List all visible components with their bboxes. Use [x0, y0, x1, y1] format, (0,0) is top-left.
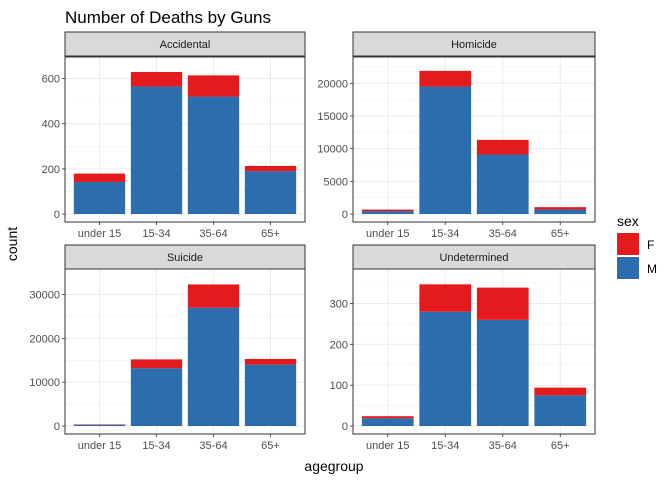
y-tick-label: 20000 [29, 333, 60, 345]
y-tick-label: 300 [330, 299, 348, 311]
y-tick-label: 20000 [317, 78, 348, 90]
x-tick-label: 35-64 [199, 440, 227, 452]
panel-border [352, 56, 596, 223]
x-tick-label: 15-34 [142, 440, 170, 452]
y-tick-label: 15000 [317, 111, 348, 123]
bar-f [130, 359, 183, 369]
legend-label-f: F [647, 238, 654, 252]
bar-m [361, 211, 414, 214]
chart-title: Number of Deaths by Guns [65, 8, 271, 27]
facet-undetermined: Undetermined 0 100 200 300 under 15 15-34 35-64… [330, 244, 596, 452]
x-tick-label: 35-64 [489, 228, 517, 240]
panel-background [353, 57, 595, 222]
bar-f [361, 416, 414, 419]
x-tick-label: 65+ [261, 440, 280, 452]
facet-strip-label: Homicide [451, 39, 497, 51]
facet-strip [64, 244, 306, 270]
facet-strip-label: Accidental [160, 39, 211, 51]
legend-key-f [617, 233, 639, 255]
y-tick-label: 600 [42, 74, 60, 86]
legend-title: sex [617, 213, 639, 229]
bar-f [187, 75, 240, 97]
x-tick-label: 15-34 [142, 228, 170, 240]
bar-m [73, 424, 126, 426]
x-tick-label: under 15 [78, 440, 121, 452]
panel-border [352, 268, 596, 435]
facet-strip [352, 244, 596, 270]
bar-m [419, 86, 472, 214]
bar-f [476, 139, 529, 155]
facet-homicide: Homicide 0 5000 10000 15000 20000 under 15 15-3… [317, 31, 596, 240]
x-tick-label: 35-64 [489, 440, 517, 452]
x-tick-label: 65+ [261, 228, 280, 240]
bar-m [130, 368, 183, 426]
bar-m [534, 395, 587, 426]
y-tick-label: 10000 [317, 144, 348, 156]
y-tick-label: 400 [42, 119, 60, 131]
facet-strip-label: Suicide [167, 252, 203, 264]
facet-accidental: Accidental 0 200 400 600 under 15 15-34 35-64 65… [42, 31, 306, 240]
legend-key-m [617, 257, 639, 279]
y-tick-label: 200 [330, 339, 348, 351]
bar-m [361, 418, 414, 426]
bar-m [476, 154, 529, 214]
bar-f [244, 358, 297, 365]
x-tick-label: 35-64 [199, 228, 227, 240]
bar-f [73, 173, 126, 182]
panel-border [64, 56, 306, 223]
y-tick-label: 30000 [29, 290, 60, 302]
bar-m [130, 86, 183, 214]
x-tick-label: 65+ [551, 440, 570, 452]
y-tick-label: 200 [42, 164, 60, 176]
legend: sex F M [617, 213, 657, 279]
legend-label-m: M [647, 262, 657, 276]
facet-suicide: Suicide 0 10000 20000 30000 under 15 15-34 35-6… [29, 244, 306, 452]
y-tick-label: 0 [54, 421, 60, 433]
x-tick-label: 15-34 [431, 440, 459, 452]
bar-f [476, 287, 529, 320]
facet-strip-label: Undetermined [439, 252, 508, 264]
bar-f [534, 387, 587, 396]
x-tick-label: under 15 [366, 228, 409, 240]
y-tick-label: 10000 [29, 377, 60, 389]
x-axis-label: agegroup [304, 458, 363, 474]
x-tick-label: under 15 [366, 440, 409, 452]
bar-m [187, 96, 240, 214]
bar-f [534, 207, 587, 210]
y-tick-label: 0 [342, 421, 348, 433]
y-tick-label: 0 [342, 209, 348, 221]
y-tick-label: 100 [330, 380, 348, 392]
facet-strip [64, 31, 306, 57]
bar-m [419, 311, 472, 426]
bar-m [73, 181, 126, 214]
bar-m [476, 319, 529, 426]
x-tick-label: under 15 [78, 228, 121, 240]
x-tick-label: 65+ [551, 228, 570, 240]
facet-strip [352, 31, 596, 57]
y-tick-label: 0 [54, 209, 60, 221]
bar-m [187, 307, 240, 426]
bar-f [130, 71, 183, 87]
panel-border [64, 268, 306, 435]
y-tick-label: 5000 [324, 176, 348, 188]
y-axis-label: count [4, 227, 20, 261]
bar-f [187, 284, 240, 308]
x-tick-label: 15-34 [431, 228, 459, 240]
bar-m [244, 171, 297, 214]
bar-m [534, 209, 587, 214]
bar-f [361, 209, 414, 212]
bar-f [419, 284, 472, 312]
bar-f [244, 165, 297, 172]
bar-m [244, 364, 297, 426]
facets-group: Accidental 0 200 400 600 under 15 15-34 35-64 65… [29, 31, 596, 452]
bar-f [419, 70, 472, 87]
